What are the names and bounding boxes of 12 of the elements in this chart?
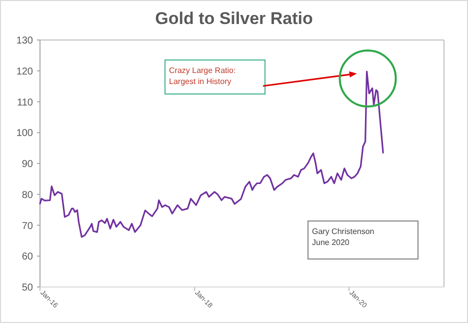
y-tick-label: 70 bbox=[22, 220, 34, 232]
y-tick-label: 130 bbox=[16, 36, 34, 46]
y-tick-label: 120 bbox=[16, 66, 34, 78]
y-tick-label: 110 bbox=[17, 97, 34, 108]
annotation: Gary Christenson June 2020 bbox=[312, 227, 374, 247]
y-tick-label: 90 bbox=[22, 159, 34, 170]
chart-title: Gold to Silver Ratio bbox=[155, 9, 313, 28]
y-tick-label: 50 bbox=[22, 282, 34, 294]
y-tick-label: 80 bbox=[22, 190, 34, 201]
y-tick-label: 100 bbox=[16, 128, 34, 140]
y-tick-label: 60 bbox=[22, 252, 34, 263]
annotation: Crazy Large Ratio: Largest in History bbox=[169, 66, 236, 86]
